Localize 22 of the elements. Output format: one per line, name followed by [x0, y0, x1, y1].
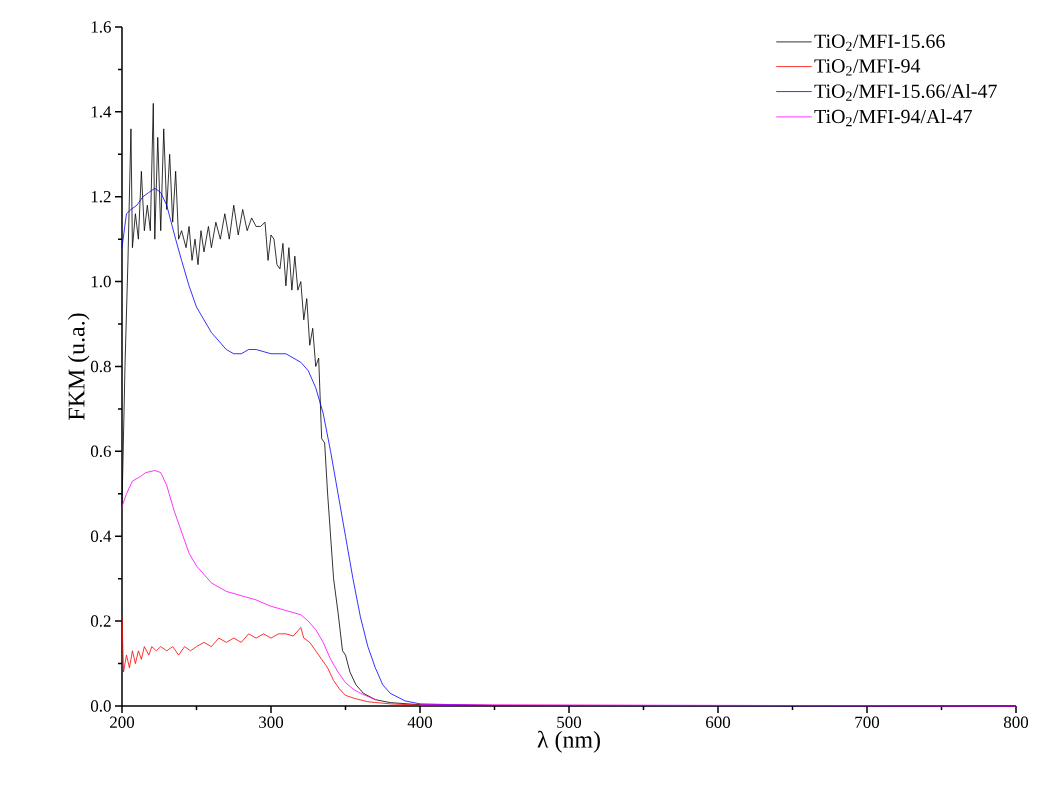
y-tick-label: 1.4 [91, 106, 112, 118]
x-tick-label: 600 [706, 716, 731, 728]
y-tick-label: 0.8 [90, 360, 111, 373]
x-axis-title: λ (nm) [537, 730, 600, 753]
x-tick-label: 400 [407, 716, 433, 728]
legend-label: TiO$_{2}$/MFI-15.66/Al-47 [814, 83, 997, 101]
x-tick-label: 800 [1003, 716, 1029, 728]
y-tick-label: 0.6 [90, 445, 111, 458]
legend-label: TiO$_{2}$/MFI-94 [814, 59, 921, 76]
y-tick-label: 0.2 [90, 615, 111, 627]
y-axis-title: FKM (u.a.) [67, 313, 90, 420]
y-tick-label: 0.4 [90, 530, 112, 542]
x-tick-label: 500 [557, 716, 582, 728]
y-tick-label: 1.2 [91, 191, 111, 203]
legend-label: TiO$_{2}$/MFI-94/Al-47 [814, 109, 972, 127]
y-tick-label: 1.6 [91, 21, 111, 33]
legend-label: TiO$_{2}$/MFI-15.66 [814, 34, 945, 51]
x-tick-label: 200 [110, 716, 135, 728]
x-tick-label: 700 [855, 716, 880, 728]
y-tick-label: 1.0 [91, 275, 111, 288]
x-tick-label: 300 [259, 716, 284, 728]
y-tick-label: 0.0 [90, 700, 111, 712]
